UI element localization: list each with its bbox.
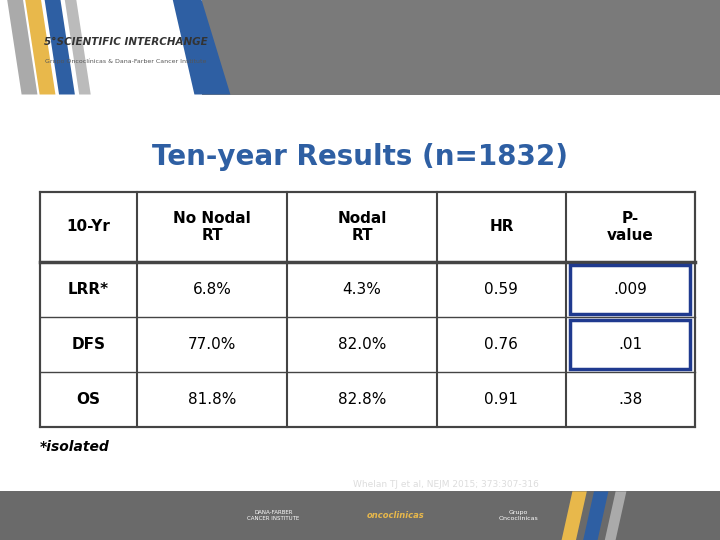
Text: .009: .009	[613, 282, 647, 297]
Text: oncoclinicas: oncoclinicas	[367, 511, 425, 520]
Text: .38: .38	[618, 392, 642, 407]
Text: 77.0%: 77.0%	[188, 337, 236, 352]
Text: 5°SCIENTIFIC INTERCHANGE: 5°SCIENTIFIC INTERCHANGE	[44, 37, 208, 47]
Text: 0.59: 0.59	[485, 282, 518, 297]
Text: *isolated: *isolated	[40, 440, 109, 454]
Text: Ten-year Results (n=1832): Ten-year Results (n=1832)	[152, 143, 568, 171]
Text: 82.8%: 82.8%	[338, 392, 386, 407]
Text: 0.91: 0.91	[485, 392, 518, 407]
Text: DANA-FARBER
CANCER INSTITUTE: DANA-FARBER CANCER INSTITUTE	[248, 510, 300, 521]
Text: Grupo Oncoclínicas & Dana-Farber Cancer Institute: Grupo Oncoclínicas & Dana-Farber Cancer …	[45, 58, 207, 64]
Text: HR: HR	[489, 219, 513, 234]
Text: No Nodal
RT: No Nodal RT	[174, 211, 251, 243]
Text: 0.76: 0.76	[485, 337, 518, 352]
Text: Whelan TJ et al, NEJM 2015; 373:307-316: Whelan TJ et al, NEJM 2015; 373:307-316	[354, 480, 539, 489]
Text: 82.0%: 82.0%	[338, 337, 386, 352]
Text: Nodal
RT: Nodal RT	[337, 211, 387, 243]
Text: 6.8%: 6.8%	[193, 282, 232, 297]
Text: P-
value: P- value	[607, 211, 654, 243]
Text: 81.8%: 81.8%	[188, 392, 236, 407]
Text: DFS: DFS	[71, 337, 105, 352]
Text: 4.3%: 4.3%	[343, 282, 382, 297]
Text: Grupo
Oncoclinicas: Grupo Oncoclinicas	[498, 510, 539, 521]
Text: OS: OS	[76, 392, 100, 407]
Text: LRR*: LRR*	[68, 282, 109, 297]
Text: .01: .01	[618, 337, 642, 352]
Text: 10-Yr: 10-Yr	[66, 219, 110, 234]
